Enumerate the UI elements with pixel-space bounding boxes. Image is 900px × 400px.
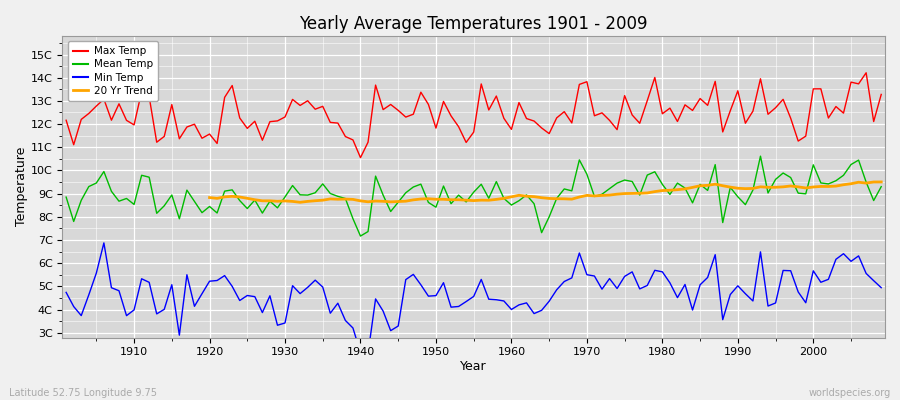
X-axis label: Year: Year bbox=[461, 360, 487, 373]
Legend: Max Temp, Mean Temp, Min Temp, 20 Yr Trend: Max Temp, Mean Temp, Min Temp, 20 Yr Tre… bbox=[68, 41, 158, 101]
Title: Yearly Average Temperatures 1901 - 2009: Yearly Average Temperatures 1901 - 2009 bbox=[300, 15, 648, 33]
Y-axis label: Temperature: Temperature bbox=[15, 147, 28, 226]
Text: Latitude 52.75 Longitude 9.75: Latitude 52.75 Longitude 9.75 bbox=[9, 388, 157, 398]
Text: worldspecies.org: worldspecies.org bbox=[809, 388, 891, 398]
